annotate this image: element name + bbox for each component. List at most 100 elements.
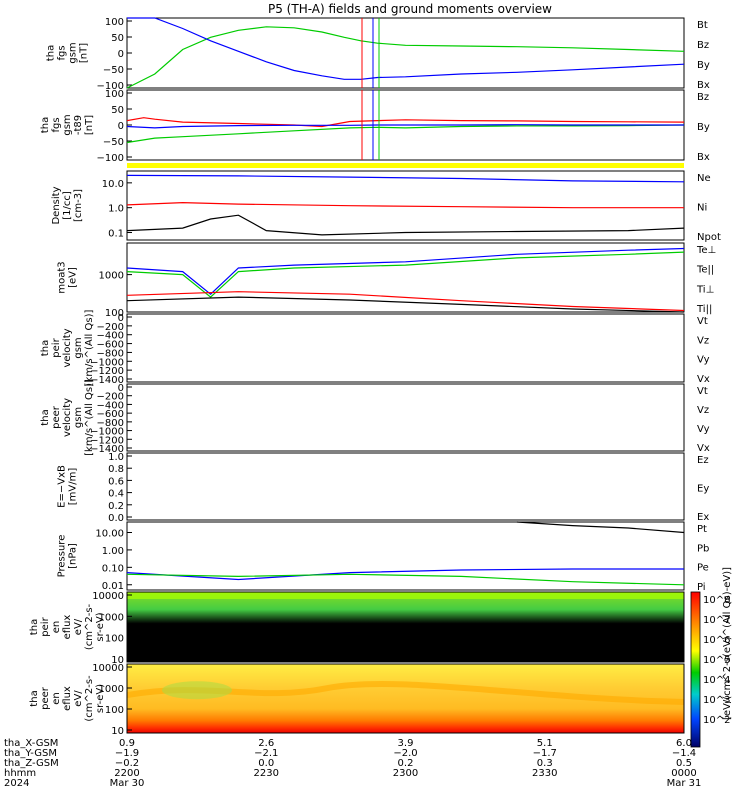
y-tick-label: 0.4 xyxy=(108,489,124,500)
series-temp-ti|| xyxy=(126,247,685,295)
legend-bt: Bt xyxy=(697,20,708,31)
x-axis-value: −1.4 xyxy=(672,748,696,759)
legend-bx: Bx xyxy=(697,80,710,91)
y-tick-label: −400 xyxy=(97,331,124,342)
legend-bz: Bz xyxy=(697,92,709,103)
y-tick-label: 100 xyxy=(105,705,124,716)
y-tick-label: −1400 xyxy=(90,375,124,386)
x-axis-value: Mar 30 xyxy=(110,778,145,789)
colorbar-tick-label: 10^8 xyxy=(703,595,730,606)
legend-npot: Npot xyxy=(697,232,721,243)
colorbar-tick-label: 10^5 xyxy=(703,655,730,666)
legend-vy: Vy xyxy=(697,355,710,366)
y-tick-label: −50 xyxy=(103,137,124,148)
panel-temp: 1000 100 moat3[eV] Te⊥ Te|| Ti⊥ Ti|| xyxy=(57,242,716,319)
y-axis-label: E=−VxB[mV/m] xyxy=(57,465,79,508)
series-fgs_gsm-by xyxy=(126,26,685,89)
series-pressure-pe xyxy=(126,573,685,586)
y-tick-label: −200 xyxy=(97,322,124,333)
y-tick-label: 0.01 xyxy=(102,581,124,592)
panel-frame xyxy=(126,313,685,383)
panel-frame xyxy=(126,591,685,663)
legend-bz: Bz xyxy=(697,40,709,51)
series-temp-te⊥ xyxy=(126,291,685,312)
panel-peir_vel: 0−200−400−600−800−1000−1200−1400thapeirv… xyxy=(40,310,710,387)
series-density-ne xyxy=(126,201,684,209)
legend-te||: Te|| xyxy=(696,265,714,276)
colorbar-tick-label: 10^7 xyxy=(703,615,730,626)
x-axis-value: 0.5 xyxy=(676,758,692,769)
panel-density: 10.0 1.0 0.1 Density[1/cc][cm-3] Ne Ni Npot xyxy=(51,170,721,243)
y-tick-label: 0.1 xyxy=(108,229,124,240)
y-tick-label: −600 xyxy=(97,340,124,351)
y-tick-label: −1400 xyxy=(90,444,124,455)
spectrogram-band xyxy=(127,592,684,599)
y-tick-label: 0.8 xyxy=(108,464,124,475)
series-fgs_gsm_t89-bz xyxy=(126,117,685,128)
x-axis-value: 3.9 xyxy=(398,738,414,749)
x-axis-value: 0.9 xyxy=(119,738,135,749)
legend-vx: Vx xyxy=(697,443,710,454)
colorbar-tick-label: 10^6 xyxy=(703,635,730,646)
y-axis-label: thapeervelocitygsm[km/s^(All Qs)] xyxy=(40,379,95,456)
spectrogram-image xyxy=(127,592,684,662)
panel-frame xyxy=(126,663,685,734)
y-tick-label: −1200 xyxy=(90,366,124,377)
panel-fgs_gsm_t89: 100 50 0 −50 −100 thafgsgsm-t89[nT] Bz By Bx xyxy=(40,89,710,164)
x-axis-value: Mar 31 xyxy=(667,778,702,789)
y-tick-label: 1000 xyxy=(99,612,124,623)
y-axis-label: thafgsgsm[nT] xyxy=(46,42,90,63)
legend-vz: Vz xyxy=(697,335,709,346)
x-axis-row-label: tha_Y-GSM xyxy=(4,748,57,759)
panel-frame xyxy=(126,452,685,521)
x-axis-value: −2.0 xyxy=(393,748,417,759)
y-tick-label: 0.6 xyxy=(108,476,124,487)
series-fgs_gsm_t89-by xyxy=(126,124,685,144)
x-axis-labels: tha_X-GSM 0.9 2.6 3.9 5.1 6.0 tha_Y-GSM −1.9 −2.… xyxy=(4,738,701,789)
spectrogram-colorbar: 10^8 10^7 10^6 10^5 10^4 10^3 10^2 [eV/(cm^2-s… xyxy=(690,567,733,748)
legend-vz: Vz xyxy=(697,405,709,416)
y-tick-label: 1.0 xyxy=(108,452,124,463)
colorbar-label: [eV/(cm^2-s(eV)^(All Qs)-eV)] xyxy=(722,567,733,720)
page-title: P5 (TH-A) fields and ground moments over… xyxy=(268,2,552,16)
series-temp-ti⊥ xyxy=(126,251,685,298)
y-tick-label: −100 xyxy=(97,81,124,92)
x-axis-value: 0000 xyxy=(671,768,696,779)
y-axis-label: thapeerenefluxeV/(cm^2-s-sr-eV) xyxy=(29,675,106,722)
legend-pi: Pi xyxy=(697,582,706,593)
y-tick-label: 10.0 xyxy=(102,179,124,190)
y-tick-label: −1200 xyxy=(90,435,124,446)
legend-pe: Pe xyxy=(697,563,709,574)
legend-vx: Vx xyxy=(697,374,710,385)
panel-frame xyxy=(126,521,685,591)
x-axis-value: 2230 xyxy=(254,768,279,779)
y-axis-label: thapeirenefluxeV/(cm^2-s-sr-eV) xyxy=(29,603,106,650)
y-tick-label: 50 xyxy=(111,105,124,116)
panel-efield: 1.00.80.6 0.40.20.0 E=−VxB[mV/m] Ez Ey Ex xyxy=(57,452,710,524)
y-tick-label: −600 xyxy=(97,409,124,420)
y-tick-label: 1.0 xyxy=(108,204,124,215)
status-bar xyxy=(127,163,684,168)
legend-ez: Ez xyxy=(697,455,709,466)
y-tick-label: 50 xyxy=(111,33,124,44)
x-axis-value: 2200 xyxy=(114,768,139,779)
y-tick-label: 10 xyxy=(111,655,124,666)
legend-by: By xyxy=(697,122,710,133)
y-tick-label: 1000 xyxy=(99,684,124,695)
y-tick-label: 0 xyxy=(118,121,124,132)
panel-frame xyxy=(126,17,685,89)
x-axis-value: 2300 xyxy=(393,768,418,779)
legend-ni: Ni xyxy=(697,203,707,214)
x-axis-row-label: hhmm xyxy=(4,768,36,779)
panel-peer_vel: 0−200−400−600−800−1000−1200−1400thapeerv… xyxy=(40,379,710,456)
x-axis-value: 0.3 xyxy=(537,758,553,769)
y-tick-label: 100 xyxy=(105,17,124,28)
panel-frame xyxy=(126,242,685,313)
x-axis-value: −0.2 xyxy=(115,758,139,769)
y-tick-label: 100 xyxy=(105,634,124,645)
x-axis-value: 6.0 xyxy=(676,738,692,749)
y-tick-label: −1000 xyxy=(90,427,124,438)
y-tick-label: 0 xyxy=(118,313,124,324)
y-axis-label: Density[1/cc][cm-3] xyxy=(51,186,84,224)
